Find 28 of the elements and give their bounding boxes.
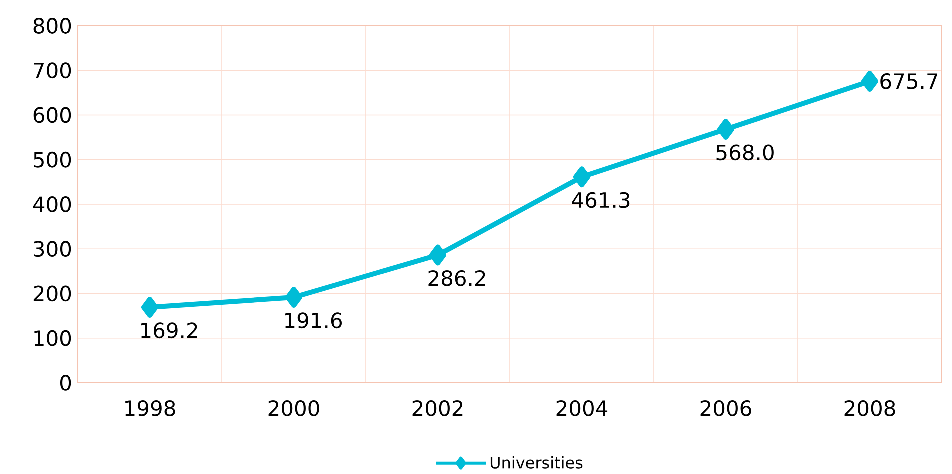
data-label: 286.2 — [428, 270, 486, 286]
point — [574, 166, 590, 188]
x-tick-label: 2008 — [844, 400, 896, 416]
data-label: 675.7 — [880, 73, 938, 90]
data-label: 191.6 — [286, 312, 342, 329]
y-tick-label: 400 — [33, 196, 72, 212]
point — [861, 70, 878, 92]
x-tick-label: 2002 — [412, 400, 463, 416]
point — [430, 244, 447, 266]
legend-label: Universities — [490, 456, 583, 469]
point — [142, 296, 159, 318]
x-tick-label: 1998 — [126, 400, 176, 416]
y-tick-label: 300 — [34, 241, 72, 257]
y-tick-label: 600 — [34, 107, 72, 124]
data-label: 568.0 — [716, 144, 774, 161]
y-tick-label: 100 — [34, 330, 72, 346]
y-tick-label: 200 — [34, 286, 72, 302]
y-tick-label: 800 — [34, 18, 72, 34]
data-label: 461.3 — [572, 192, 630, 208]
y-tick-label: 0 — [60, 374, 72, 391]
data-label: 169.2 — [142, 322, 198, 339]
point — [286, 286, 303, 308]
x-tick-label: 2000 — [268, 400, 320, 416]
x-tick-label: 2006 — [700, 400, 752, 416]
y-tick-label: 500 — [34, 152, 72, 168]
point — [718, 118, 734, 140]
y-tick-label: 700 — [34, 62, 72, 79]
x-tick-label: 2004 — [556, 400, 608, 416]
